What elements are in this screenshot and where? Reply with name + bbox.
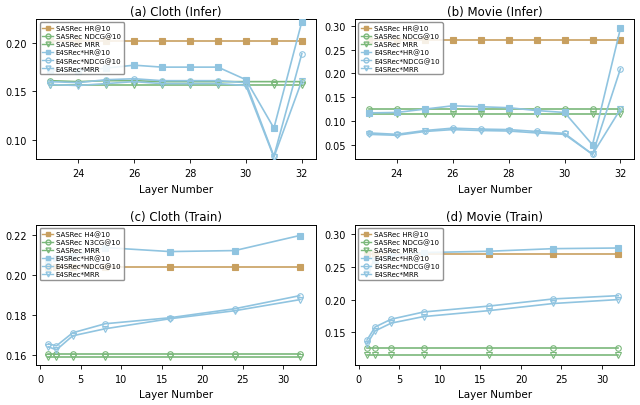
X-axis label: Layer Number: Layer Number (139, 184, 213, 194)
Title: (b) Movie (Infer): (b) Movie (Infer) (447, 6, 543, 19)
Title: (c) Cloth (Train): (c) Cloth (Train) (130, 211, 222, 224)
Legend: SASRec H4@10, SASRec N3CG@10, SASRec MRR, E4SRec*HR@10, E4SRec*NDCG@10, E4SRec*M: SASRec H4@10, SASRec N3CG@10, SASRec MRR… (40, 228, 124, 280)
X-axis label: Layer Number: Layer Number (139, 390, 213, 399)
Title: (a) Cloth (Infer): (a) Cloth (Infer) (131, 6, 222, 19)
X-axis label: Layer Number: Layer Number (458, 184, 532, 194)
Legend: SASRec HR@10, SASRec NDCG@10, SASRec MRR, E4SRec*HR@10, E4SRec*NDCG@10, E4SRec*M: SASRec HR@10, SASRec NDCG@10, SASRec MRR… (358, 23, 443, 75)
Legend: SASRec HR@10, SASRec NDCG@10, SASRec MRR, E4SRec*HR@10, E4SRec*NDCG@10, E4SRec*M: SASRec HR@10, SASRec NDCG@10, SASRec MRR… (40, 23, 124, 75)
Title: (d) Movie (Train): (d) Movie (Train) (446, 211, 543, 224)
X-axis label: Layer Number: Layer Number (458, 390, 532, 399)
Legend: SASRec HR@10, SASRec NDCG@10, SASRec MRR, E4SRec*HR@10, E4SRec*NDCG@10, E4SRec*M: SASRec HR@10, SASRec NDCG@10, SASRec MRR… (358, 228, 443, 280)
